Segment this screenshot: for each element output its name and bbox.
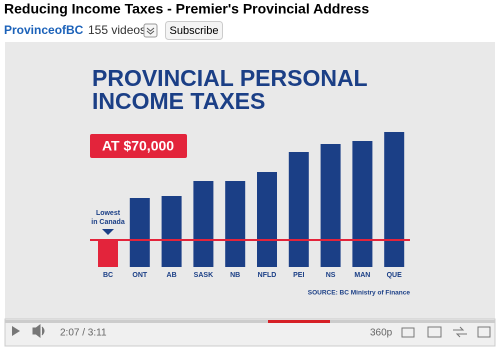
bar <box>161 196 182 267</box>
bar <box>225 181 246 267</box>
chart-title: INCOME TAXES <box>92 88 265 114</box>
fullscreen-button[interactable] <box>477 326 491 338</box>
x-tick-label: QUE <box>387 272 403 279</box>
popout-button[interactable] <box>427 326 442 338</box>
badge-text: AT $70,000 <box>102 138 174 154</box>
time: 2:07 / 3:11 <box>60 328 107 339</box>
cc-button[interactable] <box>401 327 415 338</box>
bar <box>98 240 118 267</box>
video-frame <box>5 42 495 319</box>
x-tick-label: MAN <box>354 272 370 279</box>
x-tick-label: SASK <box>194 272 213 279</box>
channel-link[interactable]: ProvinceofBC <box>4 23 84 37</box>
play-button[interactable] <box>12 326 20 336</box>
x-tick-label: NB <box>230 272 240 279</box>
subscribe-label[interactable]: Subscribe <box>170 25 219 37</box>
bar <box>288 152 309 267</box>
x-tick-label: BC <box>103 272 113 279</box>
x-tick-label: AB <box>167 272 177 279</box>
annotation: Lowest <box>96 210 121 217</box>
volume-button[interactable] <box>32 324 45 338</box>
chart-title: PROVINCIAL PERSONAL <box>92 65 368 91</box>
annotation: in Canada <box>91 219 125 226</box>
x-tick-label: NS <box>326 272 336 279</box>
x-tick-label: PEI <box>293 272 304 279</box>
quality[interactable]: 360p <box>370 328 393 339</box>
video-title: Reducing Income Taxes - Premier's Provin… <box>4 1 369 17</box>
bar <box>257 172 277 267</box>
subscribe-button[interactable]: Subscribe <box>165 21 223 40</box>
annotation-arrow <box>102 229 114 235</box>
bar <box>193 181 214 267</box>
expand-button[interactable] <box>453 326 467 338</box>
videos-dropdown[interactable] <box>143 23 158 38</box>
x-tick-label: NFLD <box>258 272 277 279</box>
video-count: 155 videos <box>88 23 146 37</box>
x-tick-label: ONT <box>132 272 148 279</box>
bar <box>129 198 150 267</box>
source: SOURCE: BC Ministry of Finance <box>308 290 411 297</box>
bar <box>352 141 373 267</box>
player-controls: 2:07 / 3:11 360p <box>4 318 496 347</box>
bar <box>384 132 405 267</box>
bar <box>320 144 341 267</box>
badge <box>90 134 187 158</box>
